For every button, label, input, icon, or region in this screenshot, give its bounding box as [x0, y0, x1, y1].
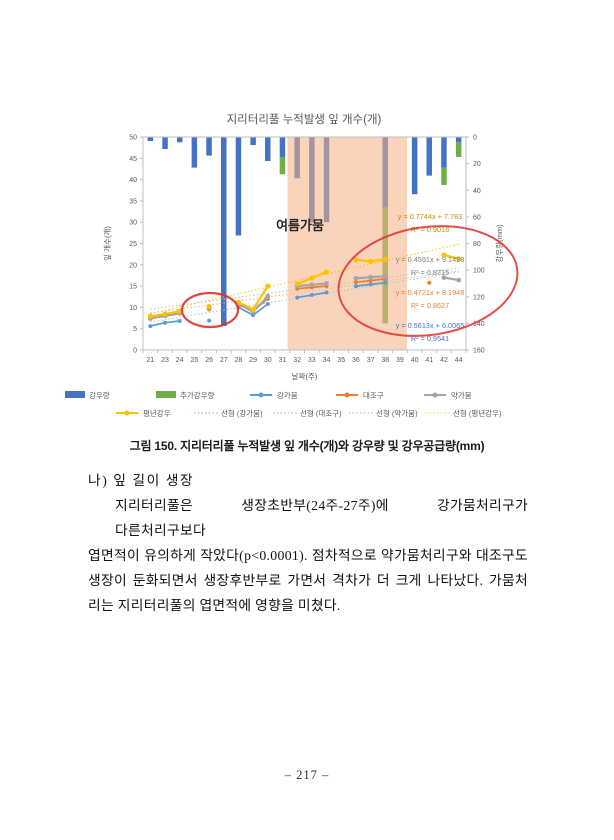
svg-text:약가뭄: 약가뭄	[451, 390, 472, 400]
svg-text:31: 31	[279, 357, 287, 364]
svg-text:100: 100	[473, 268, 485, 275]
svg-text:강가뭄: 강가뭄	[277, 390, 298, 400]
svg-text:5: 5	[133, 326, 137, 333]
svg-text:42: 42	[440, 357, 448, 364]
svg-text:38: 38	[381, 357, 389, 364]
page-number: – 217 –	[284, 768, 330, 782]
svg-text:25: 25	[191, 357, 199, 364]
svg-text:30: 30	[264, 357, 272, 364]
figure-chart: 지리터리풀 누적발생 잎 개수(개) 0 5 10 15 20 25 30 35 40 45 50 0 2…	[52, 106, 567, 440]
trendlines	[150, 243, 459, 323]
summer-drought-label: 여름가뭄	[276, 218, 324, 233]
svg-text:0: 0	[133, 348, 137, 355]
body-paragraph: 지리터리풀은 생장초반부(24주-27주)에 강가뭄처리구가 다른처리구보다 엽…	[88, 493, 528, 618]
svg-text:28: 28	[235, 357, 243, 364]
svg-text:y = 0.4721x + 8.1948: y = 0.4721x + 8.1948	[396, 288, 465, 297]
svg-text:50: 50	[129, 135, 137, 142]
svg-text:41: 41	[425, 357, 433, 364]
svg-text:25: 25	[129, 241, 137, 248]
svg-text:140: 140	[473, 321, 485, 328]
svg-text:37: 37	[367, 357, 375, 364]
annotation-ellipse-large	[337, 225, 519, 337]
svg-text:36: 36	[352, 357, 360, 364]
svg-text:y = 0.5613x + 6.0065: y = 0.5613x + 6.0065	[396, 321, 465, 330]
svg-text:24: 24	[176, 357, 184, 364]
y-right-axis-title: 강우량(mm)	[494, 224, 504, 263]
svg-text:60: 60	[473, 214, 481, 221]
svg-text:120: 120	[473, 294, 485, 301]
svg-text:평년강우: 평년강우	[143, 408, 171, 418]
svg-text:40: 40	[411, 357, 419, 364]
svg-text:35: 35	[337, 357, 345, 364]
svg-text:0: 0	[473, 135, 477, 142]
svg-text:추가강우량: 추가강우량	[180, 390, 215, 400]
section-heading: 나) 잎 길이 생장	[88, 473, 195, 488]
svg-text:39: 39	[396, 357, 404, 364]
svg-text:26: 26	[205, 357, 213, 364]
annotation-ellipse-small	[180, 291, 240, 329]
svg-text:y = 0.7744x + 7.783: y = 0.7744x + 7.783	[398, 212, 463, 221]
svg-text:80: 80	[473, 241, 481, 248]
svg-text:R² = 0.9541: R² = 0.9541	[411, 334, 449, 343]
svg-text:40: 40	[473, 188, 481, 195]
svg-text:32: 32	[293, 357, 301, 364]
svg-text:160: 160	[473, 348, 485, 355]
svg-text:20: 20	[129, 262, 137, 269]
svg-text:29: 29	[249, 357, 257, 364]
svg-text:선형 (대조구): 선형 (대조구)	[300, 409, 342, 418]
svg-text:27: 27	[220, 357, 228, 364]
svg-text:R² = 0.8715: R² = 0.8715	[411, 268, 449, 277]
x-axis-title: 날짜(주)	[292, 371, 318, 381]
svg-text:선형 (평년강우): 선형 (평년강우)	[453, 408, 502, 418]
svg-text:40: 40	[129, 177, 137, 184]
svg-text:15: 15	[129, 284, 137, 291]
svg-text:23: 23	[161, 357, 169, 364]
y-left-axis-title: 잎 개수(개)	[102, 226, 112, 261]
svg-text:선형 (강가뭄): 선형 (강가뭄)	[221, 408, 263, 418]
series-lines	[148, 252, 462, 329]
figure-chart-svg: 지리터리풀 누적발생 잎 개수(개) 0 5 10 15 20 25 30 35 40 45 50 0 2…	[65, 113, 519, 418]
figure-caption: 그림 150. 지리터리풀 누적발생 잎 개수(개)와 강우량 및 강우공급량(…	[129, 439, 485, 453]
body-line: 리는 지리터리풀의 엽면적에 영향을 미쳤다.	[88, 598, 341, 613]
body-line: 지리터리풀은 생장초반부(24주-27주)에 강가뭄처리구가 다른처리구보다	[115, 498, 528, 538]
chart-title: 지리터리풀 누적발생 잎 개수(개)	[227, 113, 382, 126]
svg-text:34: 34	[323, 357, 331, 364]
svg-text:35: 35	[129, 198, 137, 205]
svg-text:y = 0.4591x + 9.1428: y = 0.4591x + 9.1428	[396, 255, 465, 264]
svg-text:20: 20	[473, 161, 481, 168]
svg-text:44: 44	[455, 357, 463, 364]
svg-text:R² = 0.9018: R² = 0.9018	[411, 225, 449, 234]
svg-text:33: 33	[308, 357, 316, 364]
svg-text:강우량: 강우량	[89, 390, 110, 400]
svg-text:R² = 0.8627: R² = 0.8627	[411, 301, 449, 310]
svg-text:21: 21	[146, 357, 154, 364]
summer-drought-shade	[287, 137, 407, 350]
svg-text:10: 10	[129, 305, 137, 312]
svg-text:대조구: 대조구	[363, 391, 384, 400]
chart-axes: 0 5 10 15 20 25 30 35 40 45 50 0 20 40 60 80 100 120 140 16…	[102, 135, 504, 382]
svg-text:30: 30	[129, 220, 137, 227]
body-line: 생장이 둔화되면서 생장후반부로 가면서 격차가 더 크게 나타났다. 가뭄처	[88, 573, 528, 588]
svg-text:45: 45	[129, 156, 137, 163]
chart-equations: y = 0.7744x + 7.783 R² = 0.9018 y = 0.4591…	[396, 212, 465, 343]
svg-text:선형 (약가뭄): 선형 (약가뭄)	[376, 408, 418, 418]
body-line: 엽면적이 유의하게 작았다(p<0.0001). 점차적으로 약가뭄처리구와 대…	[88, 548, 528, 563]
